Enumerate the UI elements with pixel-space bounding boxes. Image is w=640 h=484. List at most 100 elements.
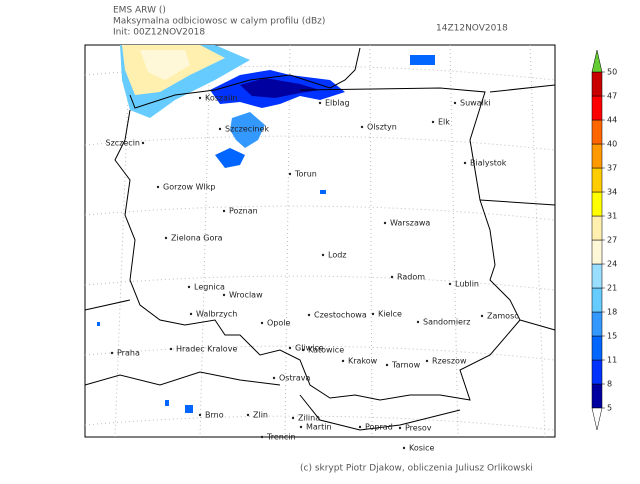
city-dot [431,120,435,124]
city-label: Rzeszow [432,357,467,366]
city-label: Torun [294,170,317,179]
country-border [114,47,521,401]
city-label: Szczecinek [225,125,269,134]
colorbar-tick-label: 47 [607,92,617,101]
city-label: Sandomierz [423,318,470,327]
city-label: Koszalin [205,94,238,103]
city-dot [164,236,168,240]
map-frame [84,44,556,438]
city-label: Elblag [325,99,350,108]
city-label: Elk [438,118,450,127]
city-label: Lublin [455,280,479,289]
city-label: Gliwice [295,344,324,353]
city-dot [198,413,202,417]
city-label: Praha [117,349,140,358]
city-label: Martin [306,423,332,432]
colorbar-tick-label: 44 [607,116,617,125]
city-label: Bialystok [470,159,507,168]
colorbar: 5 8 11 15 18 21 24 27 31 34 37 40 44 47 50 [591,49,617,431]
city-dot [246,413,250,417]
colorbar-tick-label: 8 [607,380,612,389]
city-dot [288,346,292,350]
color-segment [591,119,603,145]
city-dot [402,446,406,450]
color-segment [591,95,603,121]
city-dot [385,363,389,367]
colorbar-tick-label: 21 [607,284,617,293]
city-dot [453,101,457,105]
city-label: Poprad [365,423,393,432]
city-dot [169,347,173,351]
city-dot [299,425,303,429]
color-segment [591,335,603,361]
city-dot [463,161,467,165]
valid-time: 14Z12NOV2018 [436,24,508,34]
color-segment [591,167,603,193]
city-dot [218,127,222,131]
colorbar-tick-label: 24 [607,260,617,269]
colorbar-tick-label: 5 [607,404,612,413]
city-label: Presov [405,424,432,433]
city-dot [260,321,264,325]
colorbar-tick-label: 34 [607,188,617,197]
city-label: Legnica [194,283,225,292]
color-segment [591,215,603,241]
city-dot [358,425,362,429]
city-dot [321,253,325,257]
city-label: Kosice [409,444,435,453]
city-dot [272,376,276,380]
city-label: Brno [205,411,224,420]
city-dot [156,185,160,189]
color-segment [591,359,603,385]
color-segment [591,311,603,337]
color-segment [591,287,603,313]
city-dot [198,96,202,100]
city-dot [141,141,145,145]
city-label: Zilina [298,414,320,423]
radar-echoes [97,45,435,413]
city-dot [398,426,402,430]
city-dot [222,209,226,213]
city-dot [371,312,375,316]
city-dot [110,351,114,355]
color-segment [591,239,603,265]
city-label: Olsztyn [367,123,397,132]
city-label: Radom [397,273,425,282]
city-label: Warszawa [390,219,430,228]
colorbar-tick-label: 11 [607,356,617,365]
footer-credit: (c) skrypt Piotr Djakow, obliczenia Juli… [300,464,533,474]
city-label: Trencin [266,433,296,442]
map-title: Maksymalna odbiciowosc w calym profilu (… [113,17,325,27]
city-label: Zamosc [487,312,519,321]
model-name: EMS ARW () [113,6,166,16]
color-segment [591,191,603,217]
city-label: Krakow [348,357,378,366]
city-label: Ostrava [279,374,311,383]
city-label: Lodz [328,251,347,260]
city-label: Hradec Kralove [176,345,237,354]
city-labels: Koszalin Elblag Suwalki Olsztyn Elk Szczecine… [106,94,519,453]
city-label: Walbrzych [196,310,237,319]
city-dot [425,359,429,363]
city-dot [291,416,295,420]
colorbar-tick-label: 31 [607,212,617,221]
city-dot [416,320,420,324]
city-dot [318,101,322,105]
city-label: Gorzow Wlkp [163,183,215,192]
init-time: Init: 00Z12NOV2018 [113,28,205,38]
city-dot [390,275,394,279]
city-dot [187,285,191,289]
city-dot [301,348,305,352]
under-triangle [591,407,603,431]
city-dot [480,314,484,318]
city-label: Kielce [378,310,402,319]
city-dot [307,313,311,317]
colorbar-tick-label: 40 [607,140,617,149]
city-label: Poznan [229,207,258,216]
city-label: Szczecin [106,139,141,148]
city-label: Suwalki [460,99,491,108]
city-dot [341,359,345,363]
colorbar-tick-label: 50 [607,68,617,77]
city-label: Zlin [253,411,268,420]
